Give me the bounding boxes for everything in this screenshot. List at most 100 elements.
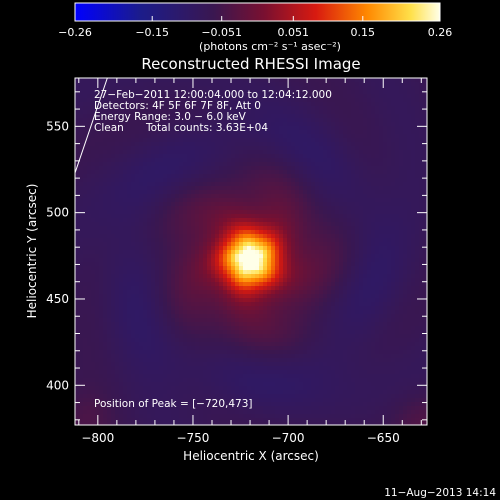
- heatmap-cell: [223, 418, 228, 423]
- heatmap-cell: [195, 374, 200, 379]
- heatmap-cell: [183, 402, 188, 407]
- heatmap-cell: [271, 138, 276, 143]
- heatmap-cell: [195, 206, 200, 211]
- heatmap-cell: [271, 98, 276, 103]
- heatmap-cell: [127, 334, 132, 339]
- heatmap-cell: [279, 214, 284, 219]
- heatmap-cell: [139, 118, 144, 123]
- heatmap-cell: [211, 122, 216, 127]
- heatmap-cell: [283, 362, 288, 367]
- heatmap-cell: [143, 358, 148, 363]
- heatmap-cell: [251, 150, 256, 155]
- heatmap-cell: [147, 98, 152, 103]
- heatmap-cell: [87, 138, 92, 143]
- heatmap-cell: [83, 214, 88, 219]
- heatmap-cell: [239, 190, 244, 195]
- heatmap-cell: [199, 98, 204, 103]
- heatmap-cell: [299, 222, 304, 227]
- heatmap-cell: [299, 210, 304, 215]
- heatmap-cell: [243, 378, 248, 383]
- heatmap-cell: [247, 150, 252, 155]
- heatmap-cell: [175, 126, 180, 131]
- heatmap-cell: [179, 162, 184, 167]
- heatmap-cell: [119, 274, 124, 279]
- heatmap-cell: [79, 282, 84, 287]
- heatmap-cell: [195, 318, 200, 323]
- heatmap-cell: [239, 174, 244, 179]
- heatmap-cell: [199, 142, 204, 147]
- heatmap-cell: [131, 238, 136, 243]
- heatmap-cell: [211, 346, 216, 351]
- heatmap-cell: [267, 314, 272, 319]
- heatmap-cell: [227, 298, 232, 303]
- heatmap-cell: [203, 178, 208, 183]
- heatmap-cell: [83, 142, 88, 147]
- heatmap-cell: [99, 390, 104, 395]
- heatmap-cell: [291, 134, 296, 139]
- heatmap-cell: [211, 142, 216, 147]
- heatmap-cell: [203, 186, 208, 191]
- heatmap-cell: [203, 254, 208, 259]
- heatmap-cell: [239, 282, 244, 287]
- heatmap-cell: [167, 322, 172, 327]
- heatmap-cell: [167, 246, 172, 251]
- heatmap-cell: [159, 174, 164, 179]
- heatmap-cell: [223, 218, 228, 223]
- heatmap-cell: [247, 310, 252, 315]
- heatmap-cell: [235, 194, 240, 199]
- heatmap-cell: [159, 366, 164, 371]
- heatmap-cell: [215, 234, 220, 239]
- heatmap-cell: [155, 182, 160, 187]
- heatmap-cell: [115, 366, 120, 371]
- heatmap-cell: [167, 274, 172, 279]
- heatmap-cell: [239, 310, 244, 315]
- heatmap-cell: [139, 374, 144, 379]
- heatmap-cell: [155, 142, 160, 147]
- heatmap-cell: [223, 362, 228, 367]
- heatmap-cell: [151, 306, 156, 311]
- heatmap-cell: [243, 110, 248, 115]
- heatmap-cell: [99, 254, 104, 259]
- heatmap-cell: [103, 330, 108, 335]
- heatmap-cell: [171, 158, 176, 163]
- heatmap-cell: [275, 354, 280, 359]
- heatmap-cell: [299, 362, 304, 367]
- heatmap-cell: [163, 182, 168, 187]
- heatmap-cell: [111, 410, 116, 415]
- heatmap-cell: [295, 294, 300, 299]
- heatmap-cell: [247, 394, 252, 399]
- heatmap-cell: [159, 258, 164, 263]
- heatmap-cell: [107, 294, 112, 299]
- heatmap-cell: [123, 106, 128, 111]
- heatmap-cell: [115, 98, 120, 103]
- heatmap-cell: [79, 254, 84, 259]
- heatmap-cell: [79, 194, 84, 199]
- heatmap-cell: [95, 366, 100, 371]
- heatmap-cell: [99, 82, 104, 87]
- heatmap-cell: [95, 166, 100, 171]
- heatmap-cell: [275, 298, 280, 303]
- heatmap-cell: [259, 150, 264, 155]
- heatmap-cell: [247, 282, 252, 287]
- heatmap-cell: [251, 138, 256, 143]
- heatmap-cell: [295, 414, 300, 419]
- heatmap-cell: [187, 226, 192, 231]
- heatmap-cell: [271, 174, 276, 179]
- heatmap-cell: [75, 134, 80, 139]
- heatmap-cell: [239, 386, 244, 391]
- heatmap-cell: [163, 82, 168, 87]
- heatmap-cell: [299, 254, 304, 259]
- heatmap-cell: [79, 402, 84, 407]
- heatmap-cell: [131, 342, 136, 347]
- heatmap-cell: [147, 158, 152, 163]
- heatmap-cell: [199, 290, 204, 295]
- heatmap-cell: [187, 94, 192, 99]
- heatmap-cell: [151, 362, 156, 367]
- heatmap-cell: [251, 378, 256, 383]
- heatmap-cell: [239, 302, 244, 307]
- heatmap-cell: [179, 302, 184, 307]
- heatmap-cell: [259, 290, 264, 295]
- heatmap-cell: [91, 246, 96, 251]
- heatmap-cell: [243, 222, 248, 227]
- heatmap-cell: [155, 302, 160, 307]
